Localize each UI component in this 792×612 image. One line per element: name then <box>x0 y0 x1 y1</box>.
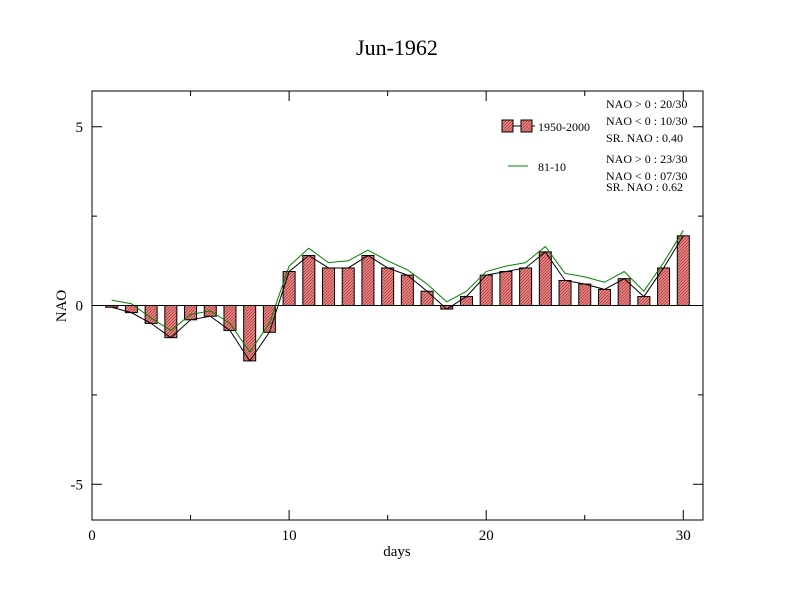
bar-day-14 <box>361 254 375 306</box>
bar-day-11 <box>302 254 316 306</box>
stat-1950-neg: NAO < 0 : 10/30 <box>606 114 687 128</box>
bar-day-23 <box>538 251 552 307</box>
bar-day-7 <box>223 305 237 332</box>
bar-day-19 <box>459 296 473 306</box>
axis-ticks: 0 10 20 30 -5 0 5 <box>71 91 703 544</box>
bar-day-17 <box>420 290 434 307</box>
line-81-10 <box>111 230 684 353</box>
chart-title: Jun-1962 <box>356 35 438 60</box>
legend: 1950-2000 81-10 <box>501 119 590 174</box>
stat-8110-neg: NAO < 0 : 07/30 <box>606 169 687 183</box>
x-tick-label: 20 <box>479 528 494 544</box>
y-tick-label: 5 <box>76 120 84 136</box>
stats-annotation: NAO > 0 : 20/30 NAO < 0 : 10/30 SR. NAO … <box>606 97 687 194</box>
bar-day-16 <box>400 274 414 306</box>
stat-8110-sr: SR. NAO : 0.62 <box>606 180 683 194</box>
x-axis-label: days <box>383 544 411 560</box>
bar-day-24 <box>558 279 572 307</box>
stat-1950-sr: SR. NAO : 0.40 <box>606 131 683 145</box>
bar-day-28 <box>637 296 651 306</box>
bar-day-21 <box>499 271 513 307</box>
bar-day-13 <box>341 267 355 306</box>
y-tick-label: -5 <box>71 477 84 493</box>
y-axis-label: NAO <box>54 290 70 323</box>
bars-1950-2000 <box>105 235 690 362</box>
bar-day-12 <box>322 267 336 306</box>
legend-bar-swatch-right <box>520 119 533 133</box>
line-1950-2000 <box>111 235 684 362</box>
bar-day-25 <box>578 283 592 306</box>
legend-bar-swatch-left <box>501 119 514 133</box>
legend-line-label: 81-10 <box>538 160 566 174</box>
stat-8110-pos: NAO > 0 : 23/30 <box>606 152 687 166</box>
y-tick-label: 0 <box>76 299 84 315</box>
bar-day-30 <box>676 235 690 306</box>
bar-day-26 <box>597 288 611 307</box>
x-tick-label: 30 <box>676 528 691 544</box>
x-tick-label: 0 <box>88 528 96 544</box>
x-tick-label: 10 <box>282 528 297 544</box>
bar-day-15 <box>381 267 395 306</box>
bar-day-4 <box>164 305 178 339</box>
series-lines <box>111 230 684 362</box>
bar-day-22 <box>519 267 533 306</box>
legend-bar-label: 1950-2000 <box>538 120 590 134</box>
bar-day-10 <box>282 271 296 307</box>
stat-1950-pos: NAO > 0 : 20/30 <box>606 97 687 111</box>
